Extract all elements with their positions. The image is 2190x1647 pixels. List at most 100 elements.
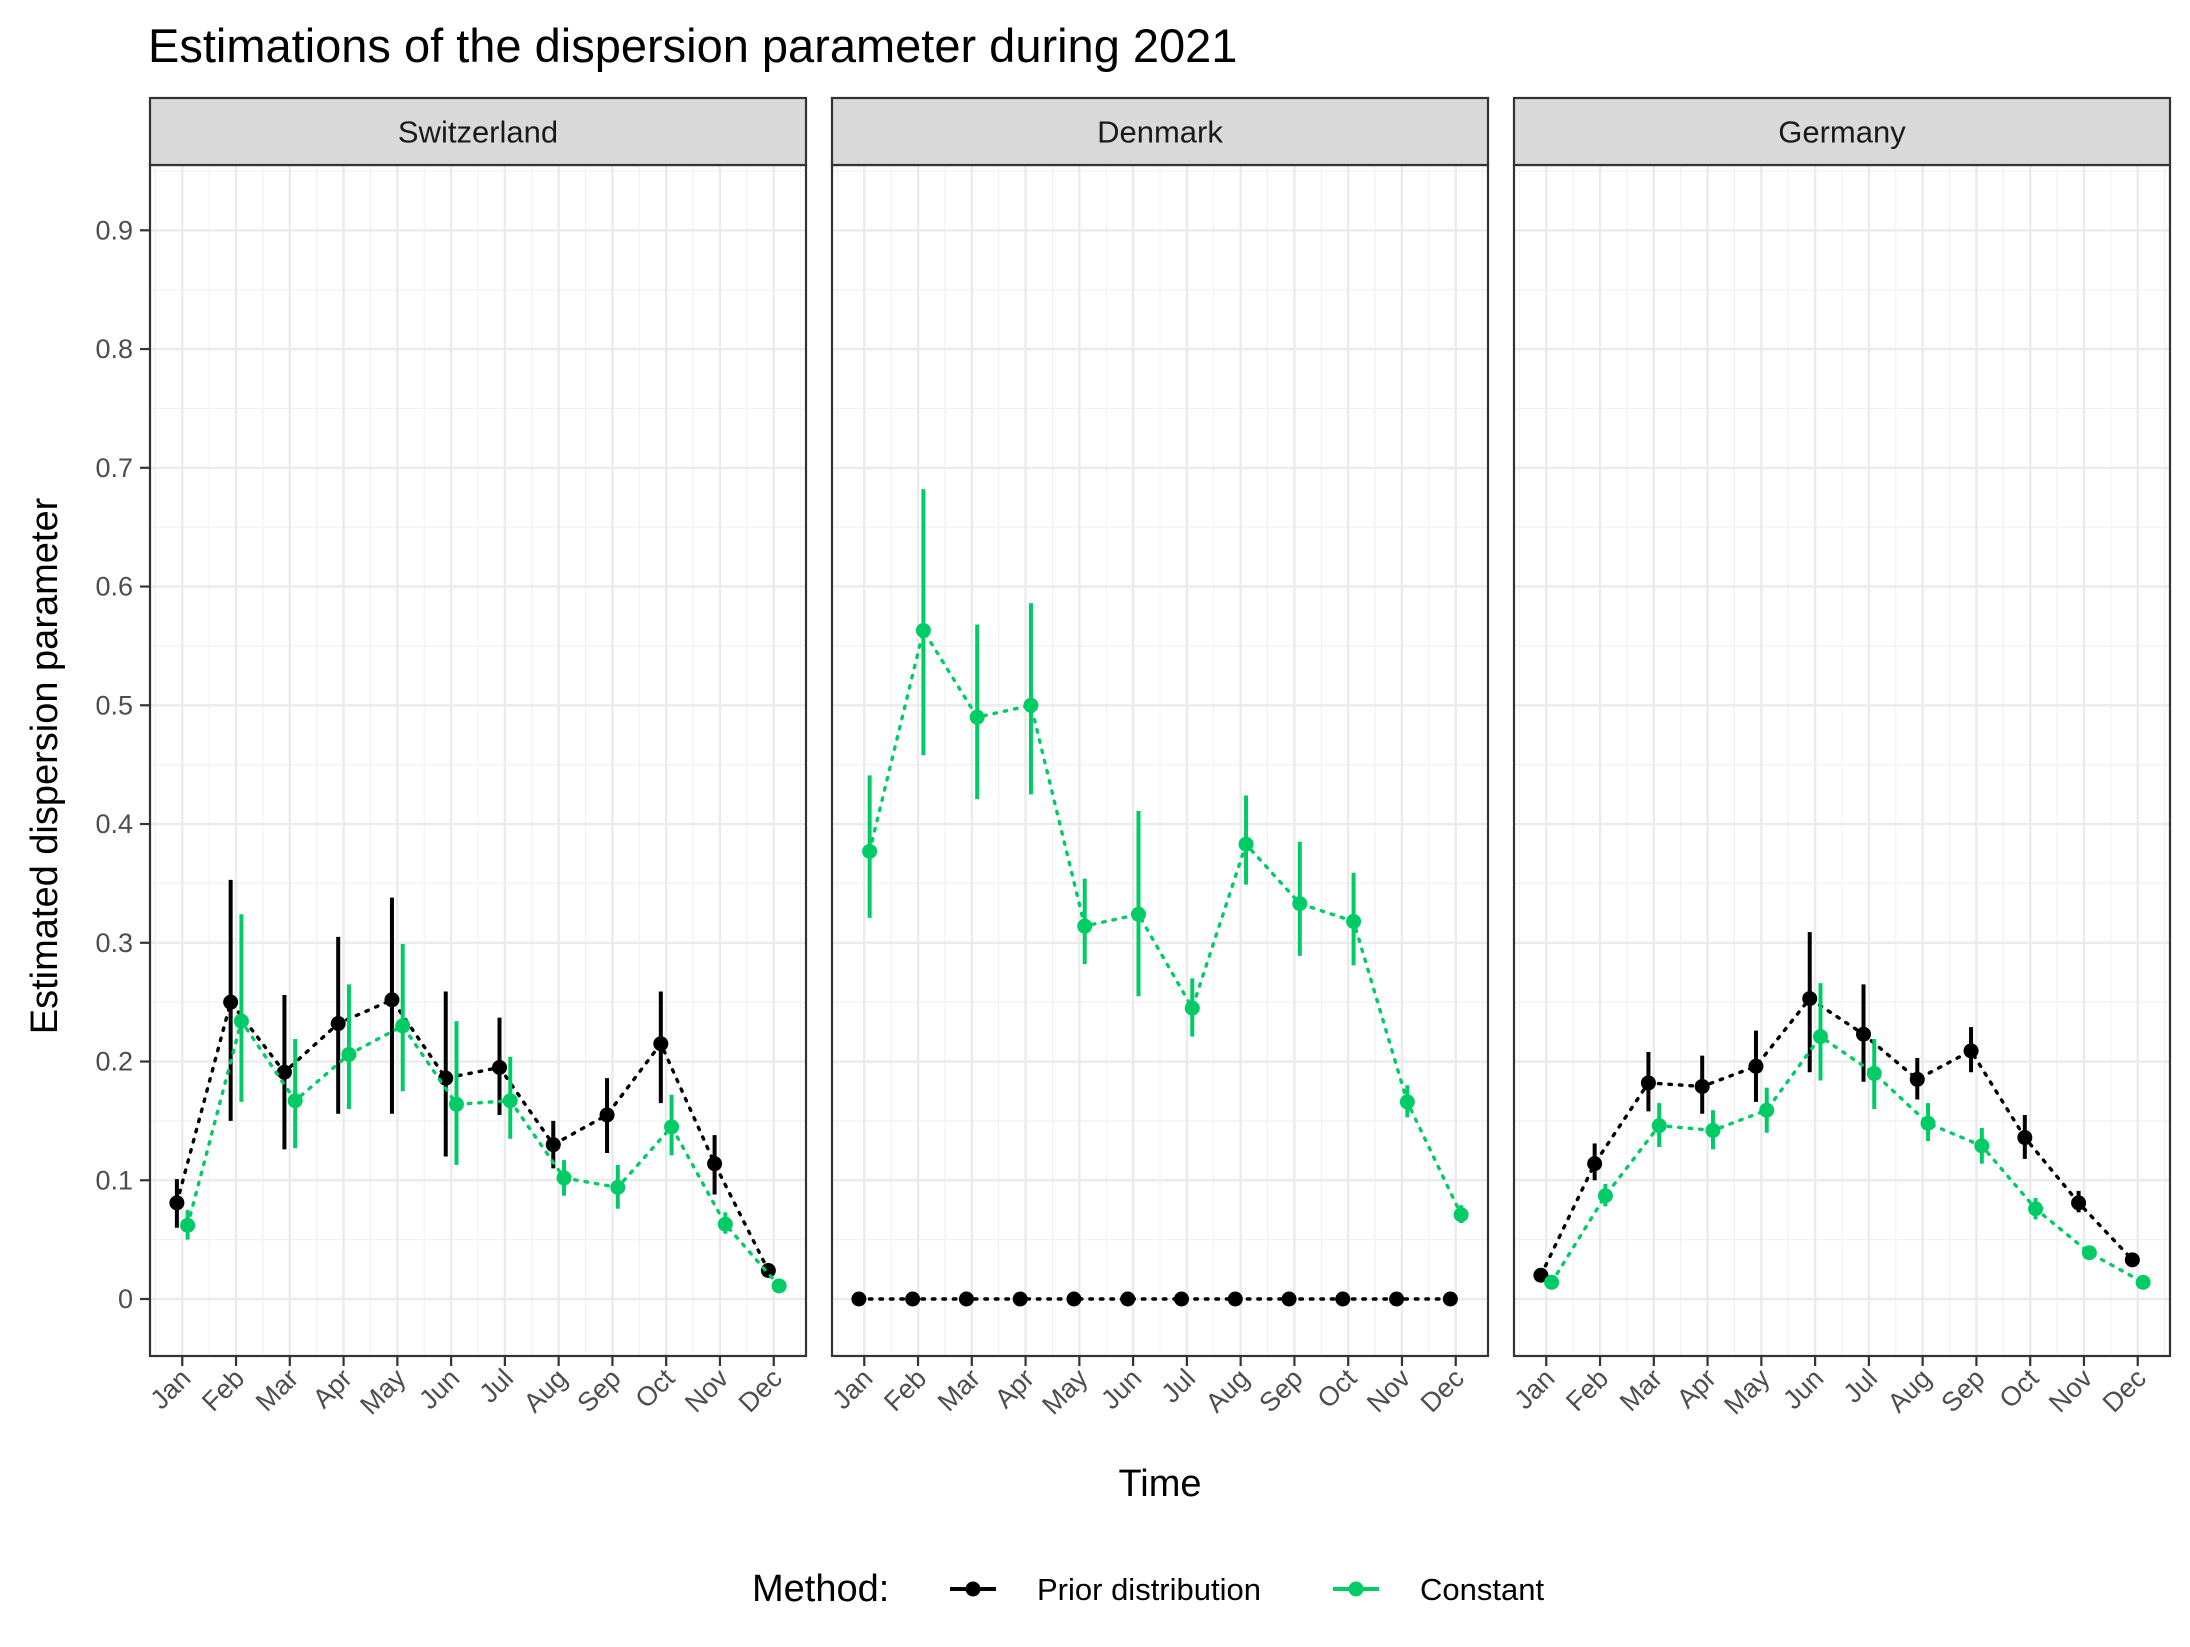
data-point [1748,1058,1764,1074]
data-point [1077,918,1093,934]
x-tick-label: Mar [1614,1363,1668,1417]
data-point [448,1096,464,1112]
data-point [2017,1130,2033,1146]
facet-strip-label: Germany [1778,115,1906,150]
series-line-constant [1549,1034,2145,1285]
series-line-prior [1539,996,2135,1277]
data-point [1909,1071,1925,1087]
data-point [2071,1195,2087,1211]
x-tick-label: Mar [932,1363,986,1417]
data-point [1963,1043,1979,1059]
data-point [233,1013,249,1029]
x-tick-label: Jul [1838,1363,1884,1409]
data-point [1856,1026,1872,1042]
x-tick-label: Apr [1671,1363,1722,1414]
x-tick-label: Nov [1361,1363,1417,1419]
data-point [502,1093,518,1109]
x-tick-label: Oct [1312,1363,1363,1414]
x-tick-label: Jun [1095,1363,1147,1415]
legend-label: Prior distribution [1037,1572,1261,1607]
data-point [1130,906,1146,922]
data-point [1346,913,1362,929]
facet-strip-label: Switzerland [398,115,558,150]
x-tick-label: Nov [679,1363,735,1419]
data-point [599,1107,615,1123]
data-point [223,994,239,1010]
x-tick-label: Feb [878,1363,932,1417]
data-point [1640,1075,1656,1091]
x-tick-label: May [1036,1363,1094,1421]
data-point [958,1291,974,1307]
x-tick-label: Jan [1509,1363,1561,1415]
data-point [862,843,878,859]
data-point [556,1170,572,1186]
data-point [1759,1102,1775,1118]
data-point [2135,1274,2151,1290]
chart-title: Estimations of the dispersion parameter … [148,19,1237,72]
legend-key-point [965,1581,981,1597]
x-axis-title: Time [1118,1463,1201,1505]
y-tick-label: 0.7 [95,453,133,483]
x-tick-label: Dec [1415,1363,1470,1418]
data-point [969,709,985,725]
y-tick-label: 0.4 [95,809,133,839]
data-point [2081,1245,2097,1261]
data-point [1389,1291,1405,1307]
data-point [1066,1291,1082,1307]
data-point [1120,1291,1136,1307]
data-point [771,1278,787,1294]
data-point [1866,1065,1882,1081]
x-tick-label: May [354,1363,412,1421]
y-tick-label: 0.8 [95,334,133,364]
y-tick-label: 0.6 [95,572,133,602]
data-point [1184,1000,1200,1016]
legend-title: Method: [752,1568,889,1610]
x-tick-label: Jul [1156,1363,1202,1409]
legend-label: Constant [1420,1572,1544,1607]
x-tick-label: Dec [733,1363,788,1418]
y-tick-label: 0 [118,1284,133,1314]
data-point [330,1016,346,1032]
x-tick-label: Feb [1560,1363,1614,1417]
x-tick-label: Jan [827,1363,879,1415]
data-point [1597,1188,1613,1204]
x-tick-label: Sep [1935,1363,1990,1418]
facet-strip-label: Denmark [1097,115,1223,150]
x-tick-label: Jul [474,1363,520,1409]
data-point [1292,896,1308,912]
data-point [664,1119,680,1135]
data-point [1023,697,1039,713]
y-axis: 0 0.1 0.2 0.3 0.4 0.5 0.6 0.7 0.8 0.9 [95,215,150,1314]
data-point [707,1156,723,1172]
legend-entry-constant: Constant [1333,1572,1544,1607]
data-point [1174,1291,1190,1307]
data-point [492,1059,508,1075]
data-point [1238,836,1254,852]
data-point [1012,1291,1028,1307]
data-point [1705,1122,1721,1138]
x-tick-label: Feb [196,1363,250,1417]
data-point [2028,1201,2044,1217]
data-point [395,1018,411,1034]
data-point [851,1291,867,1307]
data-point [1335,1291,1351,1307]
data-point [545,1137,561,1153]
data-point [384,992,400,1008]
legend: Method: Prior distribution Constant [752,1568,1544,1610]
x-tick-label: Nov [2043,1363,2099,1419]
data-point [760,1263,776,1279]
series-line-constant [867,626,1463,1217]
x-tick-label: Aug [1882,1363,1937,1418]
data-point [1227,1291,1243,1307]
y-tick-label: 0.5 [95,690,133,720]
data-point [1694,1078,1710,1094]
data-point [1399,1094,1415,1110]
data-point [1920,1115,1936,1131]
x-tick-label: Aug [1200,1363,1255,1418]
data-point [1651,1118,1667,1134]
